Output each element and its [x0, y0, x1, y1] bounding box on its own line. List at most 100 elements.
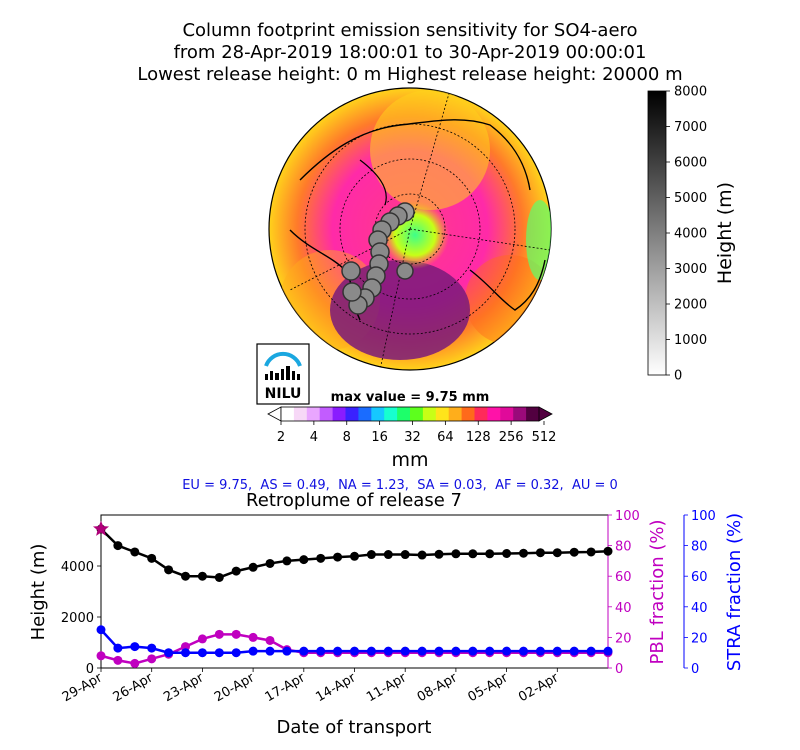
height-colorbar-tick-label: 6000 [674, 156, 707, 171]
stra-point [400, 646, 410, 656]
stra-point [535, 646, 545, 656]
x-axis-tick-label: 23-Apr [161, 670, 207, 705]
height-colorbar-tick-label: 8000 [674, 85, 707, 100]
stra-point [519, 646, 528, 656]
height-colorbar: 0 1000 2000 3000 4000 5000 6000 7000 8000 Height… [647, 85, 736, 384]
stra-point [569, 646, 579, 656]
colorbar-tick-label: 4 [310, 430, 318, 445]
coastline [469, 259, 546, 311]
stra-point [231, 648, 241, 658]
colorbar-tick-label: 512 [532, 430, 557, 445]
colorbar-cell [371, 407, 385, 421]
height-colorbar-tick-label: 7000 [674, 120, 707, 135]
pbl-point [231, 629, 241, 639]
height-colorbar-tick-label: 2000 [674, 298, 707, 313]
colorbar-cell [487, 407, 501, 421]
stra-point [197, 648, 207, 658]
height-point [113, 541, 123, 551]
height-point [451, 549, 461, 559]
colorbar-cell [281, 407, 295, 421]
height-point [519, 548, 528, 558]
height-point [535, 548, 545, 558]
height-point [434, 549, 444, 559]
height-point [231, 566, 241, 576]
colorbar-tick-label: 8 [343, 430, 351, 445]
pbl-axis-label: PBL fraction (%) [647, 520, 668, 665]
colorbar-tick-label: 128 [466, 430, 491, 445]
coastline [299, 119, 531, 191]
height-point [366, 550, 376, 560]
height-point [197, 571, 207, 581]
sector-values: EU = 9.75, AS = 0.49, NA = 1.23, SA = 0.… [182, 478, 618, 493]
height-point [586, 547, 596, 557]
x-axis-tick-label: 17-Apr [263, 670, 309, 705]
pbl-axis-tick-label: 20 [615, 631, 632, 646]
stra-axis-tick-label: 80 [691, 540, 708, 555]
colorbar-cell [526, 407, 540, 421]
height-point [552, 548, 562, 558]
left-axis-tick-label: 4000 [61, 560, 94, 575]
colorbar-tick-label: 32 [404, 430, 421, 445]
height-point [468, 549, 478, 559]
stra-point [147, 643, 157, 653]
stra-point [96, 625, 106, 635]
colorbar-cell [319, 407, 334, 421]
left-axis-label: Height (m) [28, 544, 49, 641]
max-value-label: max value = 9.75 mm [331, 390, 490, 405]
stra-point [485, 646, 495, 656]
pbl-point [113, 655, 123, 665]
height-colorbar-tick-label: 5000 [674, 191, 707, 206]
logo-text: NILU [265, 386, 302, 402]
left-axis-tick-label: 2000 [61, 611, 94, 626]
trajectory-point [342, 282, 362, 302]
stra-point [265, 646, 275, 656]
colorbar-cell [358, 407, 372, 421]
stra-axis-tick-label: 40 [691, 601, 708, 616]
x-axis-tick-label: 02-Apr [516, 670, 562, 705]
x-axis-label: Date of transport [277, 717, 432, 738]
height-point [350, 551, 359, 561]
stra-point [552, 646, 562, 656]
chart-title: Retroplume of release 7 [246, 490, 462, 511]
emission-colorbar: 2 4 8 16 32 64 128 256 512 [267, 406, 557, 445]
pbl-axis-tick-label: 40 [615, 601, 632, 616]
pbl-axis-tick-label: 80 [615, 540, 632, 555]
trajectory-point [341, 261, 361, 281]
height-point [265, 558, 275, 568]
pbl-point [96, 651, 106, 661]
colorbar-over-arrow [538, 406, 553, 422]
pbl-point [214, 629, 224, 639]
colorbar-cell [332, 407, 346, 421]
height-point [130, 547, 140, 557]
height-point [417, 550, 427, 560]
height-point [181, 571, 190, 581]
x-axis-tick-label: 20-Apr [212, 670, 258, 705]
trajectory-point [396, 262, 414, 280]
colorbar-unit-label: mm [391, 449, 428, 471]
height-point [502, 549, 512, 559]
height-point [299, 555, 309, 565]
height-colorbar-tick-label: 4000 [674, 227, 707, 242]
colorbar-cell [513, 407, 527, 421]
x-axis-tick-label: 05-Apr [465, 670, 511, 705]
pbl-point [147, 654, 157, 664]
stra-point [130, 642, 140, 652]
stra-point [316, 646, 326, 656]
coastline [359, 159, 387, 206]
stra-point [181, 648, 190, 658]
stra-point [586, 646, 596, 656]
height-point [333, 552, 343, 562]
height-colorbar-tick-label: 0 [674, 369, 682, 384]
stra-point [248, 646, 258, 656]
height-point [147, 553, 157, 563]
pbl-point [248, 632, 258, 642]
colorbar-tick-label: 2 [277, 430, 285, 445]
footprint-patch [370, 90, 490, 210]
colorbar-tick-label: 64 [437, 430, 454, 445]
stra-point [299, 646, 309, 656]
stra-point [468, 646, 478, 656]
colorbar-cell [397, 407, 411, 421]
colorbar-cell [422, 407, 437, 421]
height-point [248, 562, 258, 572]
stra-axis-tick-label: 20 [691, 631, 708, 646]
